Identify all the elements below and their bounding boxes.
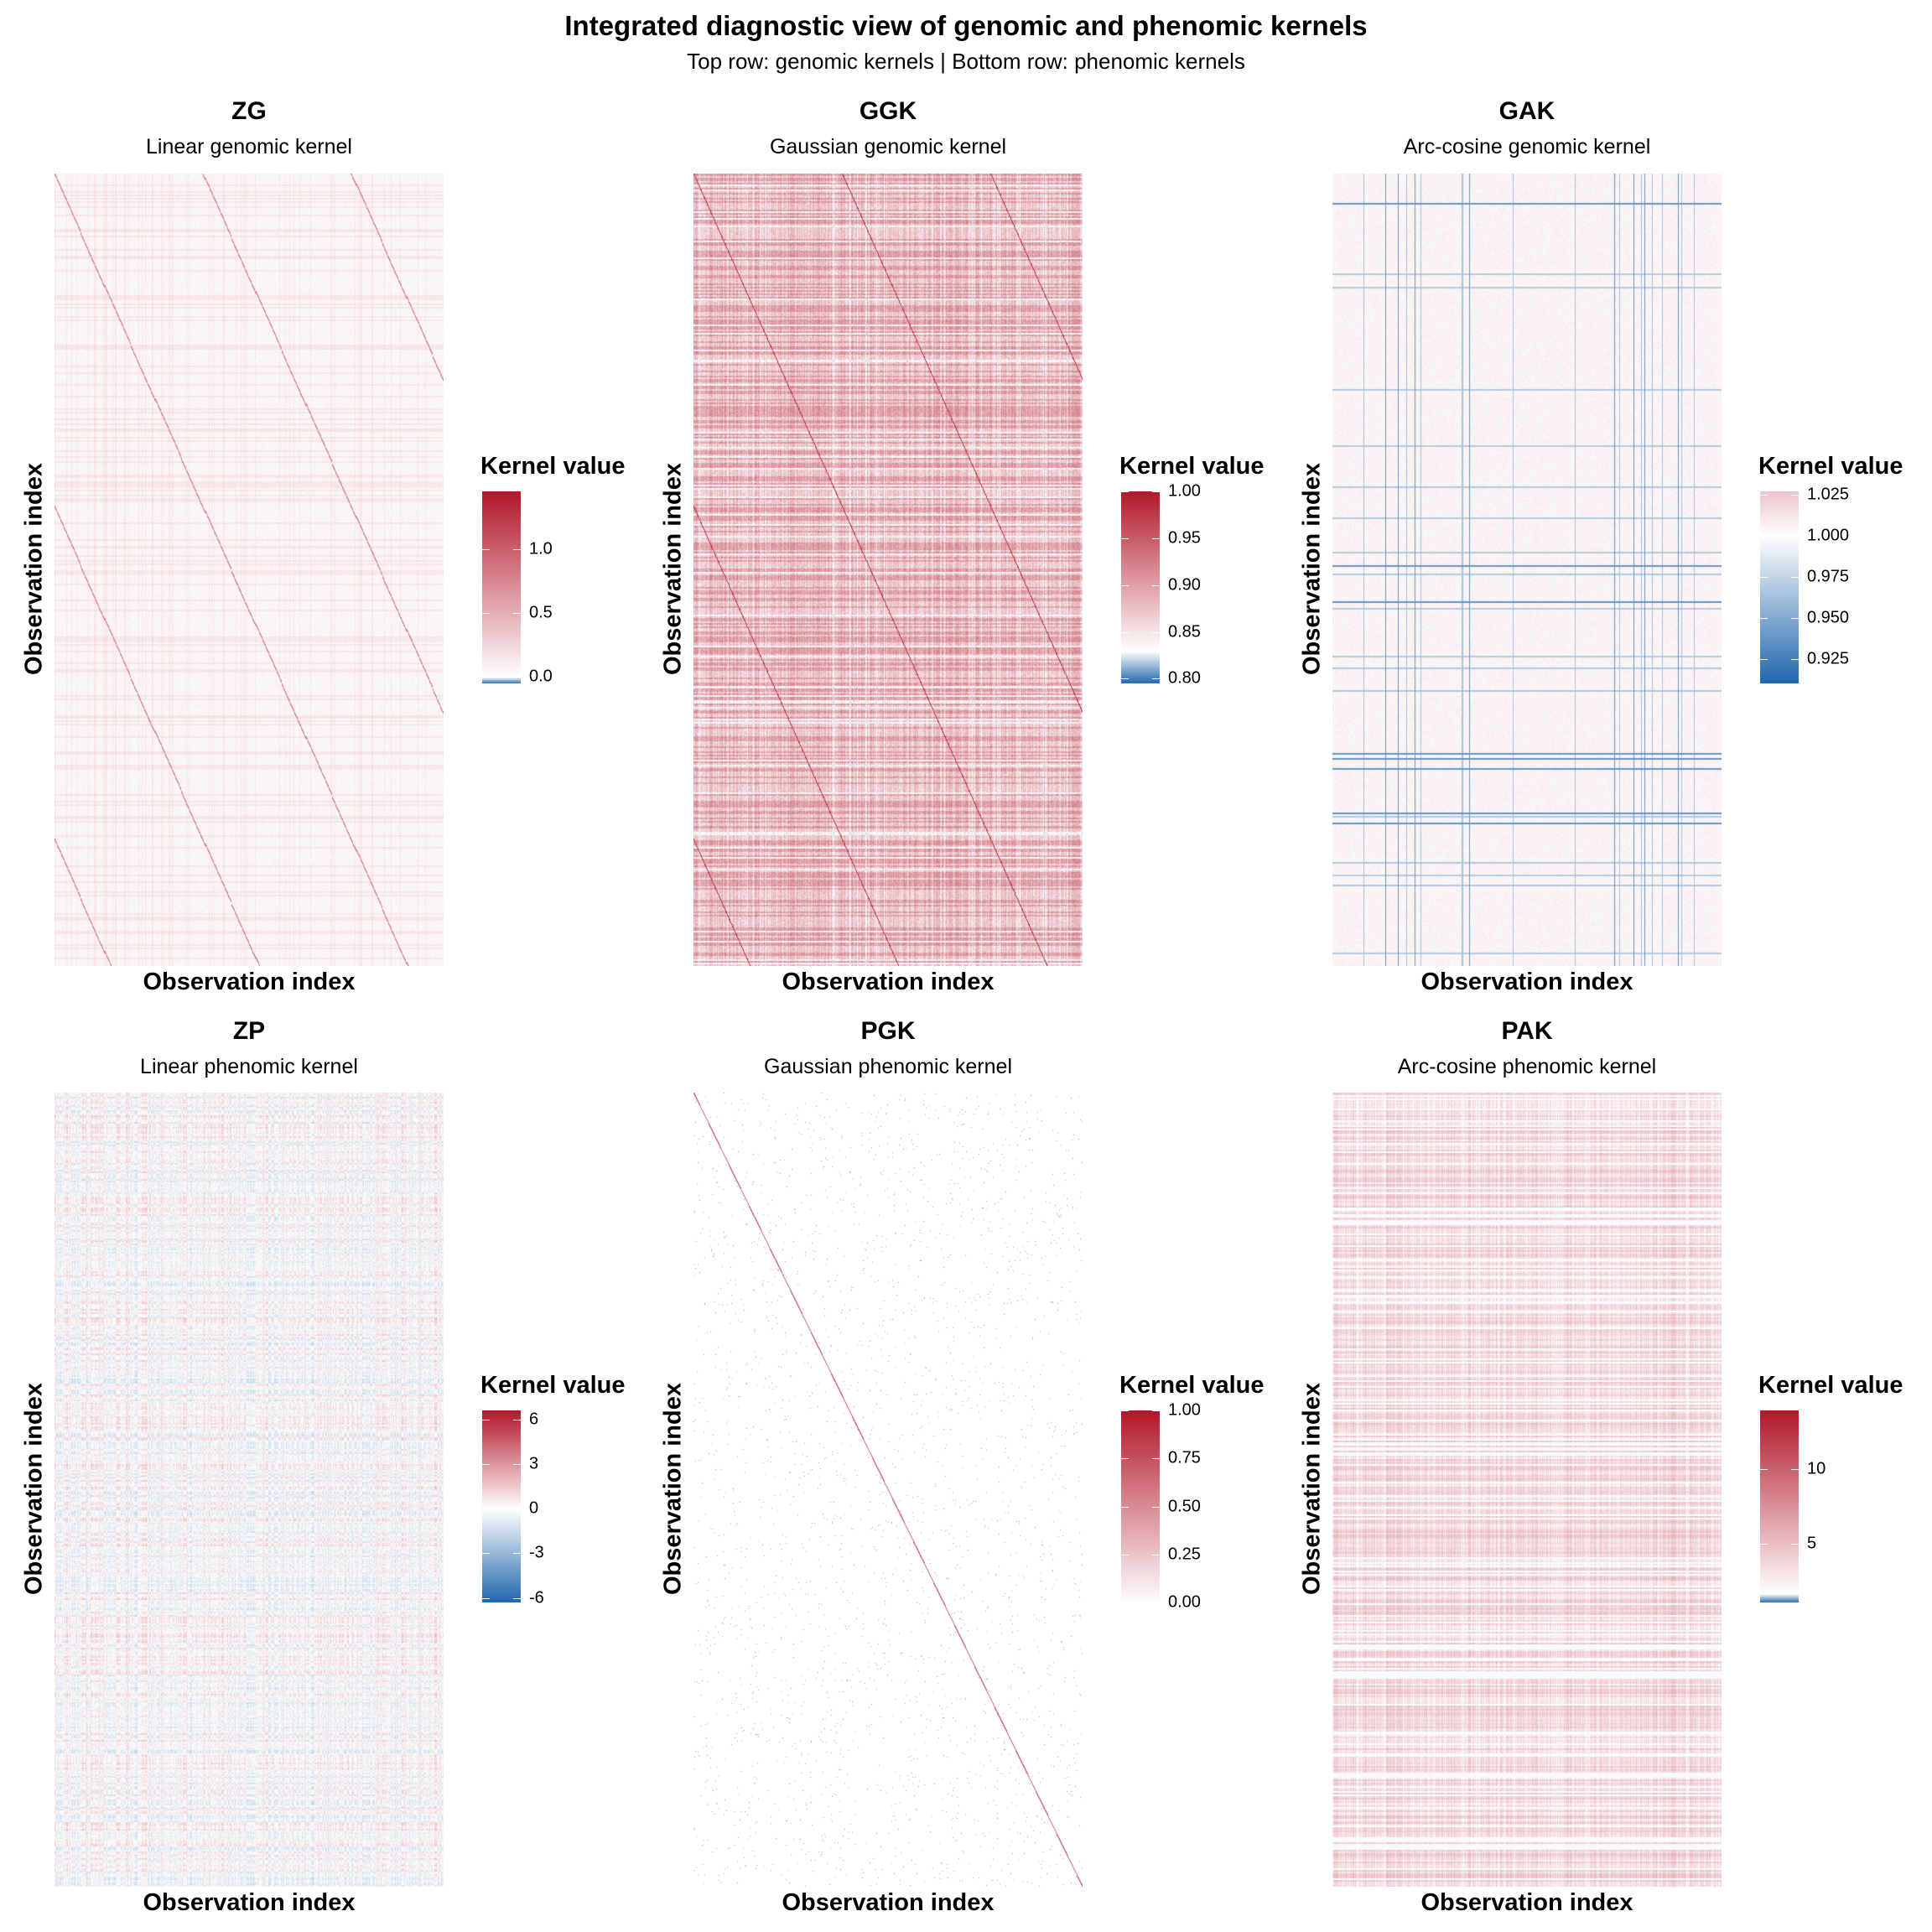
y-axis-label: Observation index <box>659 462 687 675</box>
legend-tick-label: 0.75 <box>1168 1448 1201 1467</box>
legend-tick-mark <box>1760 1469 1799 1471</box>
figure-subtitle: Top row: genomic kernels | Bottom row: p… <box>687 49 1245 74</box>
heatmap-zp <box>55 1093 444 1887</box>
heatmap-pgk <box>693 1093 1083 1887</box>
legend-tick-label: 1.00 <box>1168 481 1201 501</box>
y-axis-label: Observation index <box>659 1382 687 1595</box>
legend-tick-mark <box>482 1597 521 1599</box>
x-axis-label: Observation index <box>1420 969 1633 995</box>
y-axis-label: Observation index <box>20 1382 48 1595</box>
legend-tick-label: 0.80 <box>1168 668 1201 688</box>
figure-title: Integrated diagnostic view of genomic an… <box>564 10 1368 41</box>
legend-tick-mark <box>1121 678 1160 680</box>
legend-tick-label: -3 <box>529 1543 544 1562</box>
y-axis-label: Observation index <box>20 462 48 675</box>
panel-subtitle: Gaussian phenomic kernel <box>764 1055 1012 1078</box>
panel-subtitle: Linear genomic kernel <box>146 135 352 158</box>
legend-tick-label: 1.0 <box>529 539 553 558</box>
x-axis-label: Observation index <box>782 969 995 995</box>
legend-tick-mark <box>1760 1543 1799 1545</box>
legend-colorbar <box>482 491 521 683</box>
legend-tick-label: 0.90 <box>1168 575 1201 595</box>
panel-subtitle: Gaussian genomic kernel <box>769 135 1007 158</box>
legend-tick-mark <box>1121 631 1160 633</box>
panel-subtitle: Arc-cosine phenomic kernel <box>1397 1055 1657 1078</box>
heatmap-ggk <box>693 174 1083 966</box>
legend-tick-label: 0.25 <box>1168 1545 1201 1564</box>
legend-title: Kernel value <box>1119 453 1265 480</box>
legend-colorbar <box>1121 491 1160 683</box>
legend-tick-label: 3 <box>529 1454 539 1473</box>
legend-colorbar <box>1760 491 1799 683</box>
y-axis-label: Observation index <box>1298 462 1326 675</box>
x-axis-label: Observation index <box>143 969 356 995</box>
legend-title: Kernel value <box>480 453 626 480</box>
legend-title: Kernel value <box>480 1372 626 1399</box>
legend-tick-label: 1.025 <box>1807 485 1850 504</box>
legend-tick-label: 0.950 <box>1807 608 1850 627</box>
legend-tick-mark <box>1760 617 1799 619</box>
legend-tick-mark <box>1121 538 1160 539</box>
heatmap-gak <box>1332 174 1722 966</box>
legend-tick-mark <box>1760 535 1799 537</box>
legend-tick-label: 0.00 <box>1168 1592 1201 1612</box>
legend-tick-label: 0.0 <box>529 667 553 686</box>
legend-tick-label: 10 <box>1807 1459 1826 1478</box>
legend-tick-label: 1.00 <box>1168 1400 1201 1420</box>
panel-title: PGK <box>860 1017 916 1045</box>
legend-tick-mark <box>1760 494 1799 496</box>
y-axis-label: Observation index <box>1298 1382 1326 1595</box>
legend-tick-label: 0.95 <box>1168 528 1201 548</box>
legend-tick-mark <box>1121 1506 1160 1508</box>
legend-tick-mark <box>482 548 521 550</box>
legend-tick-label: 0.975 <box>1807 567 1850 586</box>
legend-tick-label: 6 <box>529 1410 539 1429</box>
x-axis-label: Observation index <box>782 1889 995 1916</box>
legend-tick-mark <box>1760 658 1799 660</box>
legend-tick-mark <box>1760 576 1799 578</box>
legend-tick-mark <box>1121 491 1160 492</box>
legend-tick-mark <box>482 613 521 615</box>
legend-colorbar <box>482 1410 521 1602</box>
legend-title: Kernel value <box>1119 1372 1265 1399</box>
legend-tick-mark <box>482 1553 521 1555</box>
panel-subtitle: Linear phenomic kernel <box>140 1055 358 1078</box>
legend-tick-label: 0.50 <box>1168 1497 1201 1515</box>
legend-tick-mark <box>1121 1458 1160 1460</box>
heatmap-pak <box>1332 1093 1722 1887</box>
panel-subtitle: Arc-cosine genomic kernel <box>1403 135 1651 158</box>
legend-title: Kernel value <box>1758 453 1903 480</box>
panel-title: PAK <box>1501 1017 1553 1045</box>
x-axis-label: Observation index <box>1420 1889 1633 1916</box>
legend-tick-mark <box>1121 1410 1160 1411</box>
x-axis-label: Observation index <box>143 1889 356 1916</box>
panel-title: GGK <box>859 97 917 125</box>
legend-tick-label: 0.925 <box>1807 649 1850 668</box>
legend-tick-label: 0.85 <box>1168 622 1201 641</box>
panel-title: ZP <box>232 1017 266 1045</box>
legend-tick-label: 0 <box>529 1498 539 1518</box>
panel-title: GAK <box>1498 97 1555 125</box>
legend-tick-mark <box>1121 584 1160 586</box>
legend-title: Kernel value <box>1758 1372 1903 1399</box>
heatmap-zg <box>55 174 444 966</box>
legend-tick-mark <box>1121 1602 1160 1603</box>
legend-colorbar <box>1760 1410 1799 1602</box>
legend-tick-mark <box>482 1463 521 1465</box>
legend-tick-label: 1.000 <box>1807 526 1850 545</box>
legend-tick-mark <box>482 677 521 678</box>
legend-tick-label: 0.5 <box>529 603 553 622</box>
legend-tick-label: 5 <box>1807 1534 1817 1553</box>
panel-title: ZG <box>231 97 267 125</box>
legend-tick-label: -6 <box>529 1588 544 1607</box>
